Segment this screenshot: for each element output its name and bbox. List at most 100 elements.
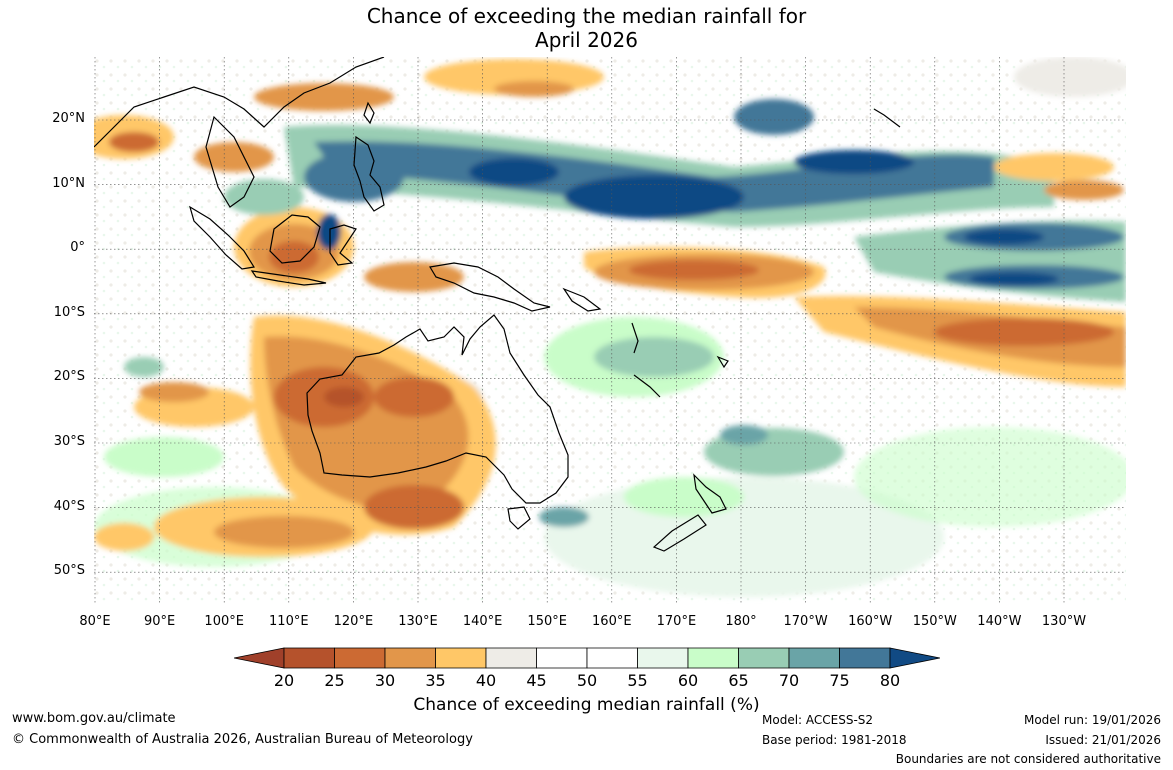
- latitude-label: 20°S: [53, 369, 85, 385]
- issued-date: Issued: 21/01/2026: [1045, 733, 1161, 747]
- colorbar-tick-label: 75: [829, 671, 850, 690]
- colorbar-tick-label: 70: [778, 671, 800, 690]
- rainfall-map[interactable]: [94, 57, 1126, 604]
- latitude-label: 50°S: [53, 563, 85, 579]
- sumatra-coastline: [189, 205, 255, 270]
- contour-dry-30: [1044, 180, 1124, 200]
- colorbar-segment: [788, 647, 840, 669]
- philippines-coastline: [353, 135, 385, 212]
- contour-dry-30: [364, 262, 464, 292]
- contour-dry-25: [629, 260, 759, 280]
- fiji-coastline: [716, 355, 729, 369]
- colorbar-segment: [334, 647, 386, 669]
- longitude-label: 140°W: [977, 614, 1022, 629]
- colorbar: [234, 647, 940, 669]
- australia-coastline: [306, 314, 569, 504]
- latitude-label: 10°N: [52, 175, 85, 191]
- contour-dry-30: [194, 142, 274, 172]
- contour-wet-80: [964, 229, 1044, 245]
- map-canvas: [94, 57, 1126, 604]
- contour-dry-30: [254, 83, 394, 111]
- colorbar-tick-label: 80: [879, 671, 901, 690]
- solomon-islands-coastline: [562, 287, 602, 312]
- longitude-label: 120°E: [333, 614, 374, 629]
- contour-dry-20: [324, 387, 364, 407]
- colorbar-segment: [687, 647, 739, 669]
- title-line-1: Chance of exceeding the median rainfall …: [366, 4, 807, 28]
- contour-wet-65: [624, 477, 744, 517]
- contour-wet-70: [124, 357, 164, 377]
- colorbar-segment: [283, 647, 335, 669]
- contour-wet-75: [734, 99, 814, 135]
- longitude-label: 150°W: [912, 614, 957, 629]
- latitude-label: 10°S: [53, 304, 85, 320]
- contour-dry-35: [94, 523, 154, 551]
- contour-dry-30: [494, 81, 574, 97]
- longitude-label: 110°E: [269, 614, 309, 629]
- longitude-label: 130°W: [1041, 614, 1087, 629]
- colorbar-segment: [839, 647, 891, 669]
- longitude-label: 150°E: [527, 614, 567, 629]
- contour-wet-80: [794, 150, 914, 174]
- new-zealand-south-coastline: [652, 514, 707, 552]
- colorbar-label: Chance of exceeding median rainfall (%): [413, 695, 760, 715]
- contour-wet-70: [594, 337, 714, 377]
- base-period: Base period: 1981-2018: [762, 733, 907, 747]
- colorbar-tick-label: 25: [324, 671, 345, 690]
- contour-wet-80: [969, 272, 1059, 286]
- colorbar-tick-label: 45: [526, 671, 547, 690]
- contour-wet-80: [317, 214, 341, 250]
- contour-dry-25: [934, 318, 1114, 346]
- longitude-label: 90°E: [143, 614, 176, 629]
- colorbar-tick-label: 55: [627, 671, 648, 690]
- longitude-label: 170°E: [656, 614, 697, 629]
- tasmania-coastline: [507, 506, 531, 530]
- contour-dry-25: [364, 485, 464, 529]
- contour-dry-30: [139, 382, 209, 402]
- java-coastline: [250, 270, 327, 286]
- colorbar-segment: [435, 647, 487, 669]
- borneo-coastline: [269, 214, 321, 264]
- colorbar-tick-label: 35: [425, 671, 446, 690]
- graticule: [94, 57, 1126, 604]
- website-link[interactable]: www.bom.gov.au/climate: [12, 711, 176, 726]
- colorbar-tick-label: 60: [677, 671, 699, 690]
- colorbar-min-arrow: [234, 647, 285, 669]
- map-title: Chance of exceeding the median rainfall …: [0, 4, 1173, 52]
- contour-light-green: [854, 427, 1126, 527]
- colorbar-tick-label: 20: [273, 671, 295, 690]
- new-caledonia-coastline: [633, 374, 661, 398]
- latitude-label: 20°N: [52, 111, 85, 126]
- colorbar-segment: [536, 647, 588, 669]
- contour-wet-70: [539, 507, 589, 527]
- hawaii-coastline: [873, 108, 901, 128]
- longitude-label: 180°: [725, 614, 757, 629]
- latitude-label: 30°S: [53, 434, 85, 449]
- contour-wet-75: [304, 152, 404, 202]
- contour-wet-65: [104, 437, 224, 477]
- longitude-label: 100°E: [204, 614, 244, 629]
- colorbar-segment: [586, 647, 638, 669]
- colorbar-segment: [738, 647, 790, 669]
- new-guinea-coastline: [429, 262, 551, 312]
- colorbar-tick-label: 30: [374, 671, 396, 690]
- asia-coastline: [94, 57, 385, 148]
- contour-wet-70: [224, 179, 304, 215]
- colorbar-tick-label: 50: [576, 671, 598, 690]
- longitude-label: 160°W: [848, 614, 893, 629]
- model-name: Model: ACCESS-S2: [762, 713, 874, 727]
- contour-wet-80: [564, 175, 744, 219]
- sulawesi-coastline: [329, 224, 357, 266]
- contour-dry-25: [374, 377, 454, 417]
- latitude-label: 40°S: [53, 498, 85, 514]
- title-line-2: April 2026: [535, 28, 638, 52]
- contour-dry-30: [214, 516, 354, 548]
- rainfall-contours: [94, 57, 1126, 597]
- contour-wet-80: [469, 158, 559, 186]
- new-zealand-north-coastline: [693, 473, 727, 514]
- copyright-text: © Commonwealth of Australia 2026, Austra…: [12, 732, 473, 747]
- colorbar-tick-label: 40: [475, 671, 497, 690]
- longitude-label: 80°E: [79, 614, 111, 629]
- longitude-label: 140°E: [462, 614, 503, 629]
- colorbar-segment: [485, 647, 537, 669]
